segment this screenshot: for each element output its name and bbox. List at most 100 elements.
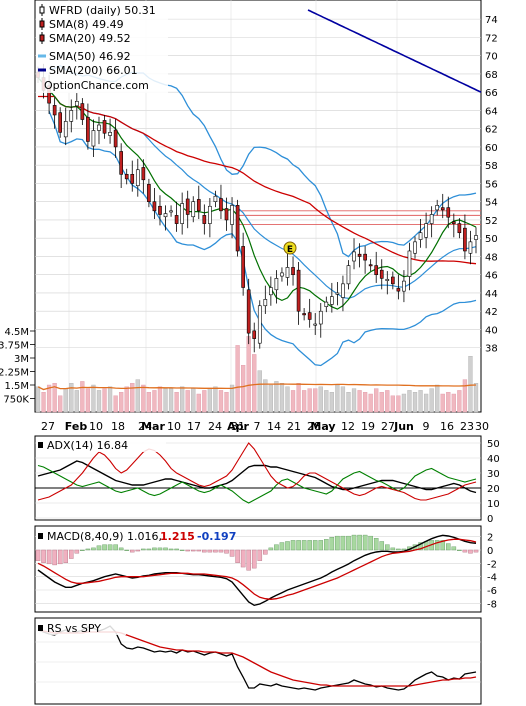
sma50-line bbox=[38, 95, 477, 265]
candle bbox=[391, 271, 395, 290]
date-tick-label: Feb bbox=[65, 420, 88, 433]
date-tick-label: 28 bbox=[307, 420, 321, 433]
candle bbox=[474, 227, 478, 254]
candle bbox=[296, 261, 301, 325]
candle bbox=[224, 197, 229, 231]
date-tick-label: 9 bbox=[423, 420, 430, 433]
volume-bar bbox=[429, 388, 434, 413]
price-tick-label: 74 bbox=[485, 15, 498, 26]
candle bbox=[291, 256, 295, 286]
candle bbox=[169, 205, 173, 217]
price-tick-label: 58 bbox=[485, 161, 498, 172]
adx-tick-label: 0 bbox=[487, 514, 493, 525]
ticker-icon bbox=[39, 4, 45, 16]
volume-bar bbox=[401, 393, 407, 413]
candle bbox=[130, 160, 135, 192]
macd-histogram-bar bbox=[35, 549, 41, 561]
volume-bar bbox=[35, 386, 41, 413]
date-tick-label: 23 bbox=[460, 420, 474, 433]
volume-bar bbox=[462, 379, 468, 413]
macd-histogram-bar bbox=[213, 549, 218, 553]
macd-histogram-bar bbox=[301, 540, 307, 551]
rs-legend-swatch bbox=[38, 625, 43, 631]
volume-bar bbox=[130, 383, 135, 413]
date-tick-label: 12 bbox=[341, 420, 355, 433]
macd-histogram-bar bbox=[185, 549, 190, 552]
sma200-line bbox=[307, 9, 482, 93]
candle bbox=[357, 243, 362, 268]
candle bbox=[196, 185, 201, 220]
macd-histogram-bar bbox=[74, 549, 80, 554]
volume-bar bbox=[296, 383, 301, 413]
macd-tick-label: -2 bbox=[487, 559, 497, 570]
adx-panel: ADX(14) 16.84 0 10 20 30 40 50 bbox=[34, 435, 500, 525]
volume-bar bbox=[362, 392, 368, 413]
volume-bar bbox=[135, 379, 140, 413]
candle bbox=[341, 275, 345, 312]
price-tick-label: 68 bbox=[485, 70, 498, 81]
volume-tick-label: 750K bbox=[3, 395, 29, 406]
volume-bars bbox=[35, 336, 479, 413]
candle bbox=[313, 313, 318, 335]
macd-histogram-bar bbox=[457, 549, 462, 552]
volume-bar bbox=[440, 393, 445, 413]
macd-histogram-bar bbox=[445, 543, 451, 551]
macd-histogram-bar bbox=[318, 540, 324, 551]
macd-histogram-bar bbox=[196, 549, 202, 552]
macd-histogram-bar bbox=[368, 535, 373, 551]
date-tick-label: Apr bbox=[227, 420, 249, 433]
macd-histogram-bar bbox=[285, 541, 290, 551]
macd-histogram-bar bbox=[118, 547, 124, 551]
volume-bar bbox=[390, 395, 395, 413]
candle bbox=[74, 93, 79, 120]
volume-bar bbox=[252, 354, 257, 413]
volume-bar bbox=[163, 388, 168, 413]
rs-label: RS vs SPY bbox=[47, 622, 101, 635]
candle bbox=[302, 308, 306, 321]
adx-tick-label: 20 bbox=[487, 484, 500, 495]
volume-bar bbox=[196, 393, 201, 413]
volume-bar bbox=[346, 392, 351, 413]
sma20-legend-icon bbox=[39, 32, 45, 44]
date-tick-label: 18 bbox=[111, 420, 125, 433]
volume-bar bbox=[218, 390, 224, 413]
macd-histogram-bar bbox=[307, 540, 312, 551]
volume-bar bbox=[157, 386, 163, 413]
adx-line bbox=[37, 460, 477, 494]
price-tick-label: 56 bbox=[485, 179, 498, 190]
macd-histogram-bar bbox=[351, 534, 357, 551]
candle bbox=[208, 198, 212, 238]
macd-histogram-bar bbox=[396, 548, 401, 551]
candle bbox=[174, 201, 179, 232]
candle bbox=[424, 212, 428, 249]
volume-bar bbox=[279, 383, 285, 413]
candle bbox=[252, 322, 257, 353]
candle bbox=[86, 103, 90, 150]
date-tick-label: 30 bbox=[475, 420, 489, 433]
date-tick-label: 17 bbox=[187, 420, 201, 433]
volume-bar bbox=[185, 390, 190, 413]
volume-bar bbox=[168, 388, 174, 413]
price-tick-label: 72 bbox=[485, 33, 498, 44]
macd-histogram-bar bbox=[174, 548, 179, 551]
macd-histogram-bar bbox=[68, 549, 74, 559]
candle bbox=[429, 206, 434, 238]
macd-histogram-bar bbox=[80, 549, 85, 552]
candle bbox=[152, 188, 157, 220]
candle bbox=[374, 251, 379, 283]
macd-histogram-bar bbox=[224, 549, 229, 554]
volume-axis: 4.5M 3.75M 3M 2.25M 1.5M 750K bbox=[0, 327, 35, 406]
macd-histogram-bar bbox=[251, 549, 257, 569]
macd-histogram-bar bbox=[52, 549, 57, 566]
macd-histogram-bar bbox=[235, 549, 240, 564]
macd-histogram-bar bbox=[113, 544, 118, 551]
macd-histogram-bar bbox=[46, 549, 52, 565]
volume-bar bbox=[357, 390, 362, 413]
rs-panel: RS vs SPY bbox=[34, 617, 482, 705]
volume-bar bbox=[435, 384, 440, 413]
date-tick-label: Mar bbox=[141, 420, 165, 433]
date-tick-label: 7 bbox=[254, 420, 261, 433]
macd-histogram-bar bbox=[163, 547, 168, 551]
volume-bar bbox=[407, 390, 412, 413]
macd-histogram-bar bbox=[107, 544, 113, 551]
